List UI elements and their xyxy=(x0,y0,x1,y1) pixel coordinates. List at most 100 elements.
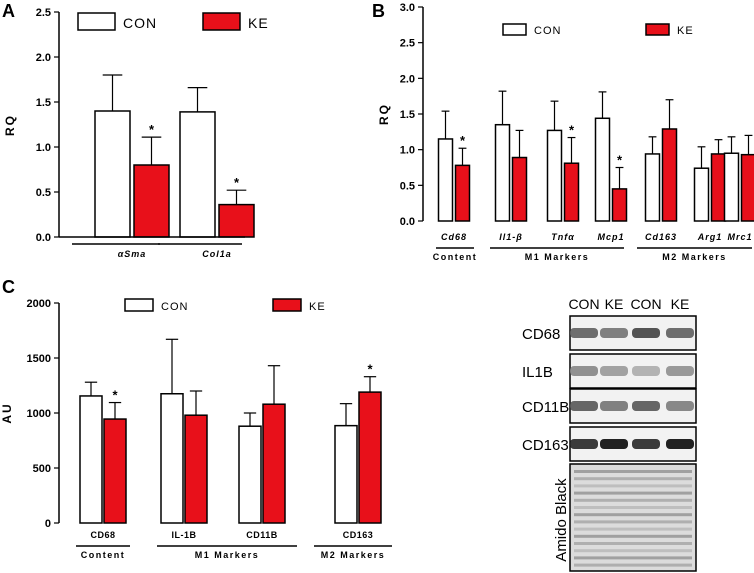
bar-ke xyxy=(262,403,286,524)
legend-label-ke: KE xyxy=(309,301,326,313)
bar-ke xyxy=(218,203,255,238)
bar-con xyxy=(693,167,710,222)
blot-band xyxy=(632,401,660,411)
x-tick-label: Mcp1 xyxy=(597,232,624,242)
blot-row-label: CD11B xyxy=(522,399,569,416)
group-label: Content xyxy=(81,550,126,560)
y-axis-title: RQ xyxy=(377,103,391,125)
y-tick-label: 2.0 xyxy=(36,52,51,64)
loading-control-label: Amido Black xyxy=(553,478,570,562)
legend-swatch-con xyxy=(502,23,527,36)
blot-row-label: CD68 xyxy=(522,326,560,343)
legend-swatch-ke xyxy=(645,23,670,36)
blot-band xyxy=(632,328,660,338)
y-tick-label: 1.5 xyxy=(36,97,51,109)
bar-ke xyxy=(563,162,580,222)
panel-letter-a: A xyxy=(2,1,15,21)
y-tick-label: 2.0 xyxy=(400,73,415,85)
y-tick-label: 0.5 xyxy=(36,187,51,199)
blot-row-label: IL1B xyxy=(522,364,553,381)
bar-ke xyxy=(611,188,628,222)
blot-band xyxy=(570,328,598,338)
significance-star: * xyxy=(460,133,466,148)
legend-label-con: CON xyxy=(161,301,188,313)
loading-control-panel xyxy=(569,463,697,572)
y-axis-title: RQ xyxy=(3,114,17,136)
y-tick-label: 1500 xyxy=(27,353,51,365)
significance-star: * xyxy=(112,388,118,403)
blot-band xyxy=(600,439,628,449)
group-label: M2 Markers xyxy=(321,550,386,560)
bar-ke xyxy=(661,128,678,222)
group-label: M2 Markers xyxy=(662,252,727,262)
blot-band xyxy=(570,401,598,411)
x-tick-label: αSma xyxy=(118,249,147,259)
y-tick-label: 1.5 xyxy=(400,109,415,121)
bar-ke xyxy=(133,164,170,238)
blot-row-label: CD163 xyxy=(522,437,569,454)
bar-ke xyxy=(184,414,208,524)
x-tick-label: Mrc1 xyxy=(727,232,752,242)
bar-con xyxy=(594,117,611,222)
y-tick-label: 1.0 xyxy=(400,145,415,157)
loading-lane-band xyxy=(574,498,692,502)
bar-ke xyxy=(358,391,382,524)
blot-column-label: KE xyxy=(605,296,624,312)
loading-lane-band xyxy=(574,527,692,531)
blot-band xyxy=(600,401,628,411)
significance-star: * xyxy=(367,362,373,377)
bar-con xyxy=(238,425,262,524)
legend-swatch-ke xyxy=(202,12,241,31)
bar-con xyxy=(79,395,103,524)
y-tick-label: 500 xyxy=(33,463,51,475)
x-tick-label: CD11B xyxy=(246,530,278,540)
western-blot: CON KE CON KE CD68 IL1B CD11B CD163 Amido Black xyxy=(522,296,697,572)
bar-ke xyxy=(511,156,528,222)
bar-con xyxy=(334,424,358,524)
bar-con xyxy=(179,111,216,238)
blot-column-label: CON xyxy=(630,296,661,312)
blot-band xyxy=(666,401,694,411)
legend-swatch-ke xyxy=(272,298,302,312)
y-tick-label: 2.5 xyxy=(400,38,415,50)
group-label: M1 Markers xyxy=(525,252,590,262)
blot-band xyxy=(666,366,694,376)
bar-con xyxy=(94,110,131,238)
bar-con xyxy=(437,138,454,222)
blot-band xyxy=(632,439,660,449)
y-tick-label: 0.0 xyxy=(36,232,51,244)
loading-lane-band xyxy=(574,520,692,524)
panel-letter-c: C xyxy=(2,277,15,297)
loading-lane-band xyxy=(574,534,692,538)
bar-ke xyxy=(454,164,471,222)
loading-lane-band xyxy=(574,506,692,509)
blot-band xyxy=(570,439,598,449)
loading-lane-band xyxy=(574,491,692,495)
y-tick-label: 3.0 xyxy=(400,2,415,14)
y-tick-label: 1.0 xyxy=(36,142,51,154)
chart-a: 0.0 0.5 1.0 1.5 2.0 2.5 RQ CON KE * αSma * Col1a xyxy=(3,7,269,259)
y-tick-label: 0.0 xyxy=(400,216,415,228)
loading-lane-band xyxy=(574,549,692,553)
x-tick-label: CD163 xyxy=(343,530,374,540)
y-tick-label: 0.5 xyxy=(400,180,415,192)
blot-band xyxy=(600,328,628,338)
x-tick-label: Arg1 xyxy=(697,232,723,242)
y-tick-label: 2.5 xyxy=(36,7,51,19)
blot-band xyxy=(570,366,598,376)
significance-star: * xyxy=(234,175,240,190)
blot-band xyxy=(632,366,660,376)
blot-band xyxy=(666,328,694,338)
significance-star: * xyxy=(149,122,155,137)
legend-label-ke: KE xyxy=(248,15,269,31)
y-tick-label: 0 xyxy=(45,518,51,530)
loading-lane-band xyxy=(574,556,692,560)
x-tick-label: Col1a xyxy=(202,249,232,259)
legend-swatch-con xyxy=(77,12,116,31)
group-label: M1 Markers xyxy=(195,550,260,560)
bar-con xyxy=(160,393,184,524)
blot-band xyxy=(666,439,694,449)
panel-letter-b: B xyxy=(372,1,385,21)
loading-lane-band xyxy=(574,477,692,481)
